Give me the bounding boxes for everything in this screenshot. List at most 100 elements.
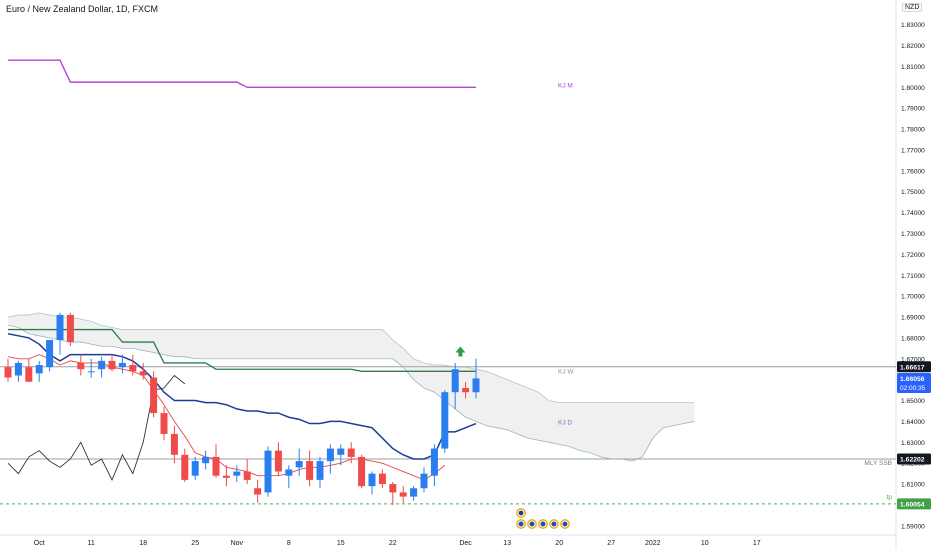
candle-body: [4, 367, 12, 378]
y-tick-label: 1.77000: [901, 147, 925, 154]
price-tag-label: 1.62202: [900, 456, 925, 463]
candle-body: [170, 433, 178, 455]
level-annotation: tp: [887, 494, 893, 501]
x-tick-label: 22: [389, 540, 397, 547]
x-tick-label: 20: [555, 540, 563, 547]
y-tick-label: 1.78000: [901, 127, 925, 134]
candle-body: [389, 484, 397, 493]
y-tick-label: 1.70000: [901, 294, 925, 301]
x-tick-label: 2022: [645, 540, 661, 547]
candle-body: [87, 371, 95, 373]
candle-body: [118, 362, 126, 368]
x-tick-label: Dec: [459, 540, 472, 547]
y-tick-label: 1.61000: [901, 482, 925, 489]
y-tick-label: 1.79000: [901, 106, 925, 113]
y-tick-label: 1.76000: [901, 168, 925, 175]
price-tag-label: 1.60054: [900, 501, 925, 508]
candle-body: [472, 378, 480, 393]
x-tick-label: 8: [287, 540, 291, 547]
price-tag-label: 1.66617: [900, 364, 925, 371]
candle-body: [66, 314, 74, 343]
candle-body: [46, 339, 54, 368]
x-tick-label: Nov: [231, 540, 244, 547]
x-tick-label: 10: [701, 540, 709, 547]
x-tick-label: 15: [337, 540, 345, 547]
event-icon: [529, 521, 535, 527]
y-tick-label: 1.74000: [901, 210, 925, 217]
red-average-line: [7, 354, 446, 481]
candle-body: [285, 469, 293, 476]
candle-body: [378, 473, 386, 485]
y-tick-label: 1.64000: [901, 419, 925, 426]
current-price-label: 1.66056: [900, 376, 925, 383]
price-tag: [897, 498, 931, 510]
x-tick-label: Oct: [34, 540, 45, 547]
candle-body: [441, 392, 449, 449]
x-tick-label: 17: [753, 540, 761, 547]
y-tick-label: 1.59000: [901, 523, 925, 530]
candle-body: [347, 448, 355, 457]
event-icon: [518, 521, 524, 527]
y-tick-label: 1.80000: [901, 85, 925, 92]
y-tick-label: 1.72000: [901, 252, 925, 259]
candle-body: [233, 471, 241, 476]
level-annotation: MLY SSB: [864, 460, 892, 467]
candle-body: [306, 461, 314, 480]
x-tick-label: 13: [503, 540, 511, 547]
candle-body: [129, 365, 137, 372]
candle-body: [316, 461, 324, 480]
candle-body: [243, 471, 251, 480]
candle-body: [14, 362, 22, 376]
kj-d-line: [7, 332, 477, 460]
line-label: KJ W: [558, 368, 574, 375]
y-tick-label: 1.69000: [901, 315, 925, 322]
current-price-tag: [897, 372, 931, 393]
up-arrow-icon: [455, 346, 466, 357]
cloud-lower-edge: [7, 324, 695, 462]
candle-body: [77, 362, 85, 370]
kj-m-line: [8, 59, 476, 89]
candle-body: [191, 461, 199, 476]
chart-title: Euro / New Zealand Dollar, 1D, FXCM: [6, 4, 159, 14]
candle-body: [98, 360, 106, 370]
y-tick-label: 1.71000: [901, 273, 925, 280]
ichimoku-cloud: [8, 312, 695, 462]
candle-body: [212, 456, 220, 476]
candle-body: [451, 369, 459, 393]
candle-body: [108, 360, 116, 370]
price-tag: [897, 361, 931, 373]
candle-body: [410, 488, 418, 497]
y-tick-label: 1.65000: [901, 398, 925, 405]
candle-body: [295, 461, 303, 468]
countdown-label: 02:00:35: [900, 385, 926, 392]
x-tick-label: 11: [88, 540, 95, 547]
candle-body: [399, 492, 407, 497]
event-icon: [518, 510, 524, 516]
candle-body: [35, 365, 43, 374]
candle-body: [181, 454, 189, 480]
event-icon: [540, 521, 546, 527]
candle-body: [254, 488, 262, 495]
y-tick-label: 1.82000: [901, 43, 925, 50]
price-tag: [897, 453, 931, 465]
x-tick-label: 27: [607, 540, 615, 547]
kj-w-line: [8, 328, 476, 372]
candle-body: [56, 314, 64, 340]
y-tick-label: 1.63000: [901, 440, 925, 447]
y-tick-label: 1.83000: [901, 22, 925, 29]
y-tick-label: 1.67000: [901, 356, 925, 363]
candle-body: [420, 473, 428, 489]
candle-body: [326, 448, 334, 462]
x-tick-label: 18: [139, 540, 147, 547]
candle-body: [25, 367, 33, 382]
candle-body: [430, 448, 438, 476]
event-icon: [562, 521, 568, 527]
black-lagging-line: [7, 374, 186, 481]
candle-body: [202, 456, 210, 464]
currency-badge[interactable]: NZD: [902, 3, 923, 12]
y-tick-label: 1.75000: [901, 189, 925, 196]
candle-body: [150, 377, 158, 414]
candle-body: [274, 450, 282, 472]
